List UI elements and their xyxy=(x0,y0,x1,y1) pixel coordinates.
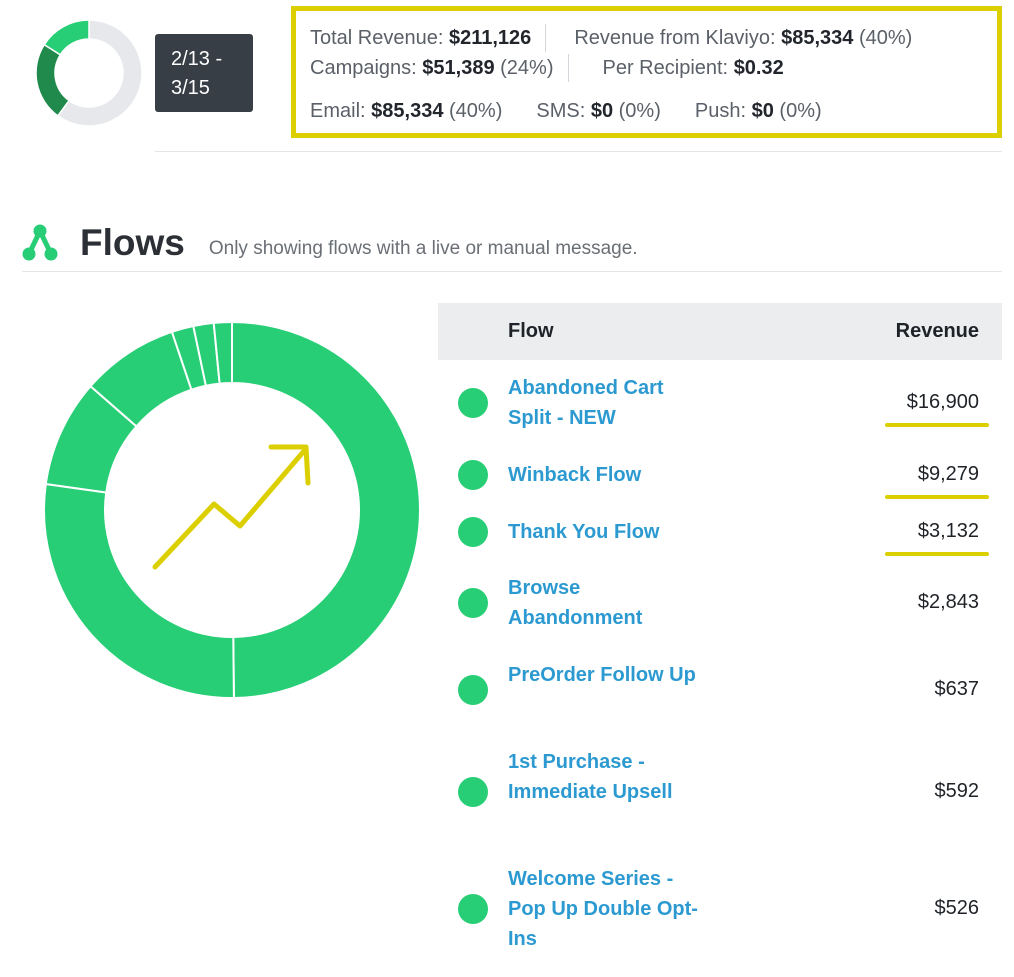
revenue-share-segment[interactable] xyxy=(56,20,142,126)
stat-divider xyxy=(545,24,547,52)
push-value: $0 xyxy=(751,100,774,122)
flow-name-link[interactable]: Thank You Flow xyxy=(508,521,660,543)
revenue-highlight-underline xyxy=(885,552,989,556)
flow-color-dot xyxy=(458,517,488,547)
total-revenue-value: $211,126 xyxy=(448,26,532,49)
sms-label: SMS: xyxy=(536,100,586,122)
sms-stat: SMS: $0 (0%) xyxy=(536,100,661,123)
push-label: Push: xyxy=(694,100,747,122)
flow-row: Welcome Series - Pop Up Double Opt-Ins $5… xyxy=(438,864,1002,977)
flow-revenue-value: $16,900 xyxy=(906,391,979,413)
date-range-end: 3/15 xyxy=(171,77,210,99)
revenue-share-segment[interactable] xyxy=(36,43,71,117)
flow-color-dot xyxy=(458,388,488,418)
push-pct: (0%) xyxy=(779,100,822,122)
flow-revenue-segment[interactable] xyxy=(212,320,233,385)
sms-pct: (0%) xyxy=(618,100,661,122)
flow-row: Winback Flow $9,279 xyxy=(438,460,1002,517)
flow-revenue-value: $637 xyxy=(934,678,980,700)
campaigns-pct: (24%) xyxy=(500,56,554,79)
revenue-highlight-underline xyxy=(885,495,989,499)
flow-name-link[interactable]: Abandoned Cart Split - NEW xyxy=(508,377,664,429)
flow-row: Browse Abandonment $2,843 xyxy=(438,573,1002,660)
flow-name-link[interactable]: Browse Abandonment xyxy=(508,577,643,629)
column-header-flow[interactable]: Flow xyxy=(508,320,554,342)
sms-value: $0 xyxy=(590,100,614,122)
klaviyo-revenue-pct: (40%) xyxy=(858,26,913,49)
flow-color-dot xyxy=(458,460,488,490)
flow-color-dot xyxy=(458,777,488,807)
flow-row: 1st Purchase - Immediate Upsell $592 xyxy=(438,747,1002,864)
flow-row: Abandoned Cart Split - NEW $16,900 xyxy=(438,373,1002,463)
flows-title: Flows xyxy=(80,222,185,263)
flow-color-dot xyxy=(458,675,488,705)
column-header-revenue[interactable]: Revenue xyxy=(895,320,979,342)
flow-revenue-value: $2,843 xyxy=(917,591,979,613)
flow-color-dot xyxy=(458,894,488,924)
flow-revenue-segment[interactable] xyxy=(43,482,235,699)
revenue-share-segment[interactable] xyxy=(43,20,90,56)
campaigns-value: $51,389 xyxy=(422,56,495,79)
stat-divider xyxy=(567,54,569,82)
flow-revenue-value: $526 xyxy=(934,897,980,919)
email-stat: Email: $85,334 (40%) xyxy=(310,100,502,123)
flow-row: Thank You Flow $3,132 xyxy=(438,517,1002,574)
per-recipient-stat: Per Recipient: $0.32 xyxy=(603,57,784,80)
klaviyo-revenue-label: Revenue from Klaviyo: xyxy=(574,26,776,49)
section-divider xyxy=(155,151,1002,152)
total-revenue-label: Total Revenue: xyxy=(310,26,444,49)
flows-header: Flows Only showing flows with a live or … xyxy=(22,222,638,264)
flow-revenue-value: $592 xyxy=(934,780,980,802)
email-value: $85,334 xyxy=(371,100,444,122)
revenue-share-donut xyxy=(36,20,142,126)
flows-icon xyxy=(22,224,58,261)
flow-row: PreOrder Follow Up $637 xyxy=(438,660,1002,747)
flow-color-dot xyxy=(458,588,488,618)
per-recipient-value: $0.32 xyxy=(733,56,784,79)
flows-subtitle: Only showing flows with a live or manual… xyxy=(208,238,638,259)
flow-name-link[interactable]: Winback Flow xyxy=(508,464,642,486)
per-recipient-label: Per Recipient: xyxy=(602,56,729,79)
revenue-highlight-underline xyxy=(885,423,989,427)
flow-name-link[interactable]: Welcome Series - Pop Up Double Opt-Ins xyxy=(508,868,698,950)
flow-name-link[interactable]: 1st Purchase - Immediate Upsell xyxy=(508,751,673,803)
flows-table-header: Flow Revenue xyxy=(438,303,1002,360)
flow-revenue-value: $9,279 xyxy=(917,463,979,485)
total-revenue-stat: Total Revenue: $211,126 xyxy=(310,27,531,50)
campaigns-label: Campaigns: xyxy=(310,56,417,79)
flow-revenue-value: $3,132 xyxy=(917,520,979,542)
klaviyo-revenue-stat: Revenue from Klaviyo: $85,334 (40%) xyxy=(574,27,912,50)
date-range-start: 2/13 - xyxy=(171,48,223,70)
email-label: Email: xyxy=(310,100,366,122)
push-stat: Push: $0 (0%) xyxy=(695,100,822,123)
flow-name-link[interactable]: PreOrder Follow Up xyxy=(508,664,696,686)
email-pct: (40%) xyxy=(449,100,503,122)
campaigns-stat: Campaigns: $51,389 (24%) xyxy=(310,57,554,80)
section-divider xyxy=(22,271,1002,272)
trend-arrow-icon xyxy=(152,444,311,570)
flow-revenue-segment[interactable] xyxy=(231,320,421,700)
flows-revenue-donut xyxy=(43,320,421,700)
revenue-summary-box: Total Revenue: $211,126 Revenue from Kla… xyxy=(291,6,1002,138)
date-range-badge[interactable]: 2/13 - 3/15 xyxy=(155,34,253,112)
klaviyo-revenue-value: $85,334 xyxy=(781,26,854,49)
